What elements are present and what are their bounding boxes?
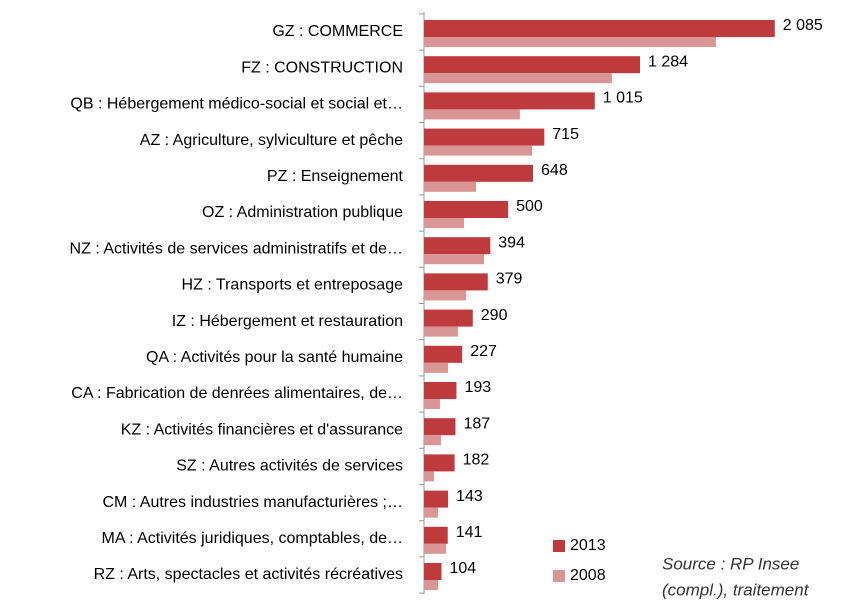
bar [424, 471, 434, 482]
legend-label: 2008 [570, 567, 606, 584]
category-label: QA : Activités pour la santé humaine [146, 349, 403, 366]
bar [424, 362, 449, 373]
value-label: 104 [449, 560, 476, 577]
value-label: 379 [496, 271, 523, 288]
bar [424, 73, 612, 84]
bar [424, 435, 441, 446]
bar [424, 92, 595, 110]
source-note: (compl.), traitement [662, 580, 810, 599]
category-label: RZ : Arts, spectacles et activités récré… [94, 566, 403, 583]
bar [424, 37, 716, 47]
category-label: CA : Fabrication de denrées alimentaires… [71, 385, 403, 402]
value-label: 715 [552, 126, 579, 143]
value-label: 2 085 [783, 17, 823, 34]
bar [424, 109, 520, 120]
category-label: IZ : Hébergement et restauration [172, 313, 403, 330]
bar [424, 273, 488, 291]
value-label: 1 284 [648, 53, 688, 70]
category-label: SZ : Autres activités de services [176, 458, 403, 475]
category-label: FZ : CONSTRUCTION [241, 59, 403, 76]
value-label: 290 [481, 307, 508, 324]
legend-swatch [553, 540, 565, 552]
value-label: 500 [516, 198, 543, 215]
category-label: GZ : COMMERCE [272, 23, 403, 40]
bar [424, 418, 456, 436]
value-label: 143 [456, 488, 483, 505]
bar [424, 345, 463, 363]
value-label: 648 [541, 162, 568, 179]
category-label: CM : Autres industries manufacturières ;… [102, 494, 403, 511]
value-label: 227 [470, 343, 497, 360]
bar [424, 326, 458, 337]
bar [424, 490, 449, 508]
bar [424, 254, 485, 265]
category-label: OZ : Administration publique [202, 204, 403, 221]
bar [424, 580, 438, 590]
bar [424, 56, 641, 74]
category-label: AZ : Agriculture, sylviculture et pêche [140, 132, 403, 149]
category-label: KZ : Activités financières et d'assuranc… [121, 421, 403, 438]
category-label: MA : Activités juridiques, comptables, d… [102, 530, 403, 547]
bar [424, 290, 467, 301]
bar [424, 145, 533, 156]
bar [424, 507, 438, 518]
category-label: HZ : Transports et entreposage [182, 277, 404, 294]
bar [424, 399, 440, 409]
bar [424, 218, 465, 228]
bar [424, 128, 545, 146]
bar [424, 563, 442, 580]
source-note: Audiar [661, 606, 712, 608]
bar [424, 526, 448, 544]
value-label: 394 [498, 234, 525, 251]
value-label: 141 [456, 524, 483, 541]
bar [424, 454, 455, 472]
legend-label: 2013 [570, 537, 606, 554]
bar [424, 181, 476, 192]
bar [424, 543, 447, 554]
bar [424, 237, 491, 255]
value-label: 182 [463, 452, 490, 469]
bar [424, 201, 509, 218]
category-label: NZ : Activités de services administratif… [70, 240, 403, 257]
bar [424, 164, 534, 182]
category-label: QB : Hébergement médico-social et social… [70, 96, 403, 113]
bar [424, 20, 775, 37]
value-label: 193 [464, 379, 491, 396]
value-label: 187 [463, 415, 490, 432]
legend-swatch [553, 570, 565, 582]
category-label: PZ : Enseignement [267, 168, 404, 185]
value-label: 1 015 [603, 90, 643, 107]
source-note: Source : RP Insee [662, 554, 799, 573]
bar [424, 382, 457, 399]
bar [424, 309, 473, 327]
